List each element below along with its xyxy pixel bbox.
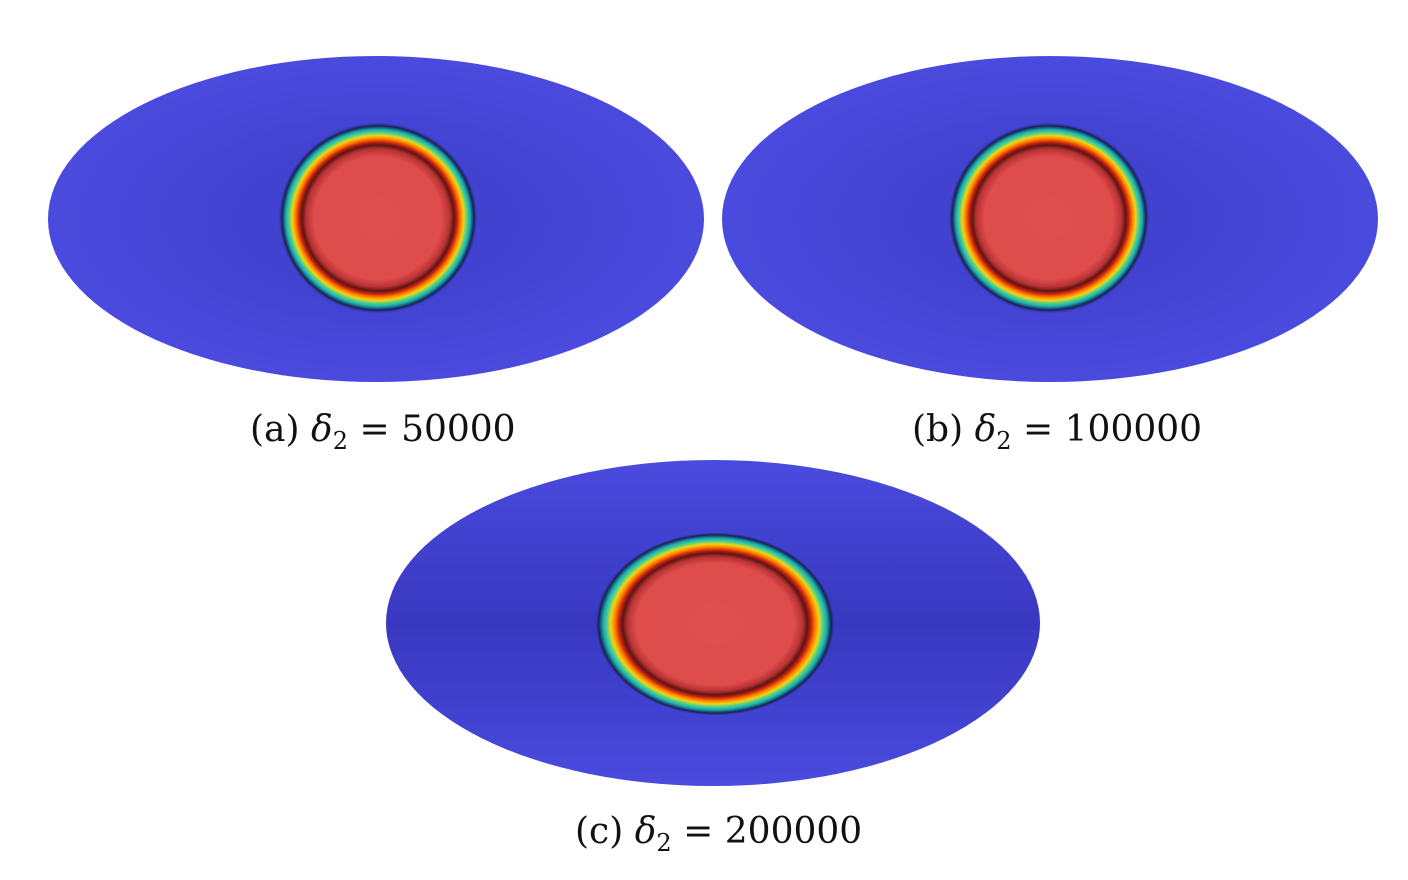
panel-b-contour-plot xyxy=(720,54,1380,384)
panel-c-svg xyxy=(386,460,1040,786)
droplet-interface xyxy=(595,532,835,716)
caption-c-symbol: δ xyxy=(634,811,657,852)
droplet-interface xyxy=(948,122,1150,314)
caption-a-symbol: δ xyxy=(311,409,333,450)
panel-a-svg xyxy=(48,56,704,382)
caption-a: (a) δ2 = 50000 xyxy=(250,409,516,454)
caption-c-equals: = xyxy=(683,811,714,852)
caption-b-equals: = xyxy=(1023,409,1054,450)
caption-c: (c) δ2 = 200000 xyxy=(575,811,862,856)
caption-b-label: (b) xyxy=(912,409,964,450)
panel-c-contour-plot xyxy=(384,458,1042,788)
caption-c-value: 200000 xyxy=(724,811,863,852)
caption-b-symbol: δ xyxy=(974,409,997,450)
droplet-interface xyxy=(278,122,478,314)
caption-a-label: (a) xyxy=(250,409,300,450)
caption-a-value: 50000 xyxy=(401,409,516,450)
caption-a-subscript: 2 xyxy=(332,427,348,455)
caption-c-subscript: 2 xyxy=(656,829,672,857)
caption-b-value: 100000 xyxy=(1064,409,1203,450)
caption-b: (b) δ2 = 100000 xyxy=(912,409,1202,454)
panel-a-contour-plot xyxy=(46,54,706,384)
caption-b-subscript: 2 xyxy=(996,427,1012,455)
caption-a-equals: = xyxy=(359,409,390,450)
caption-c-label: (c) xyxy=(575,811,624,852)
panel-b-svg xyxy=(722,56,1378,382)
